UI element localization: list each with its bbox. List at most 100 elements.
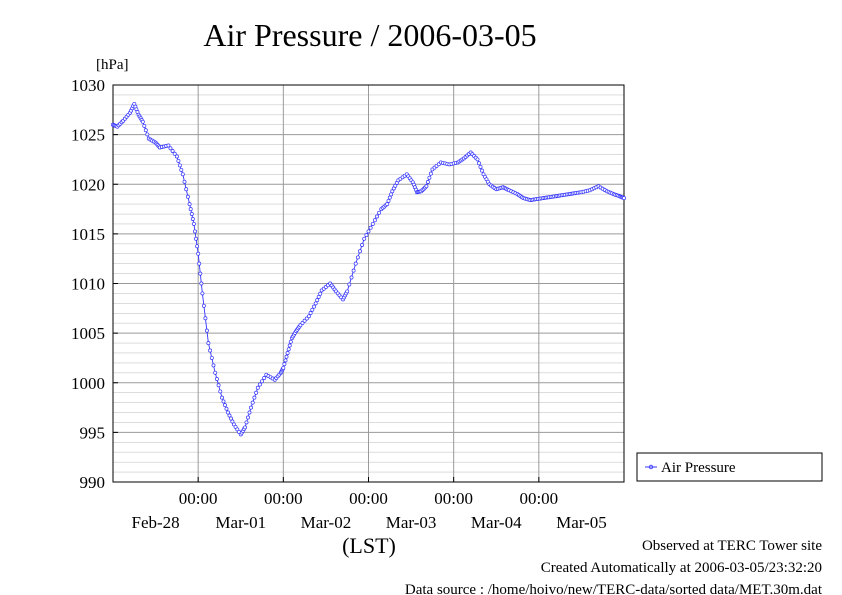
data-point xyxy=(312,304,316,309)
data-point xyxy=(249,405,253,410)
data-point xyxy=(243,425,247,430)
data-point xyxy=(185,194,190,199)
data-point xyxy=(213,370,218,375)
data-point xyxy=(216,383,221,388)
data-point xyxy=(281,365,286,370)
data-point xyxy=(377,210,382,215)
data-point xyxy=(208,348,213,353)
data-point xyxy=(218,389,223,394)
data-point xyxy=(368,225,373,230)
grid-layer xyxy=(113,85,624,482)
data-point xyxy=(262,376,267,380)
data-point xyxy=(199,281,204,286)
x-day-label: Mar-02 xyxy=(301,513,352,532)
data-point xyxy=(386,198,391,203)
data-point xyxy=(220,395,224,400)
data-point xyxy=(191,221,196,226)
data-point xyxy=(284,354,289,359)
data-point xyxy=(347,282,352,287)
x-tick-time-label: 00:00 xyxy=(434,489,473,508)
data-point xyxy=(197,261,202,266)
data-point xyxy=(203,316,208,321)
data-point xyxy=(174,154,179,159)
data-point xyxy=(247,410,252,415)
chart-title: Air Pressure / 2006-03-05 xyxy=(203,17,536,53)
data-point xyxy=(226,410,230,415)
data-point xyxy=(188,207,193,212)
data-point xyxy=(310,307,315,312)
data-point xyxy=(176,158,181,163)
legend: Air Pressure xyxy=(636,452,823,482)
data-point xyxy=(308,311,313,315)
data-point xyxy=(140,119,145,124)
data-point xyxy=(255,385,260,390)
data-point xyxy=(389,192,394,197)
x-day-label: Feb-28 xyxy=(131,513,179,532)
data-point xyxy=(180,172,185,177)
y-tick-label: 1010 xyxy=(71,275,105,294)
data-point xyxy=(372,218,377,223)
data-point xyxy=(362,236,367,241)
data-point xyxy=(193,229,197,234)
data-point xyxy=(364,233,369,238)
data-point xyxy=(477,161,481,166)
data-point xyxy=(172,151,177,156)
data-point xyxy=(375,214,379,219)
data-point xyxy=(250,400,255,405)
data-source-note: Data source : /home/hoivo/new/TERC-data/… xyxy=(405,582,823,595)
data-point xyxy=(425,180,430,184)
data-point xyxy=(198,271,203,276)
data-point xyxy=(168,146,173,151)
data-point xyxy=(229,416,233,421)
data-point xyxy=(201,303,206,308)
data-point xyxy=(428,171,433,176)
data-point xyxy=(285,351,290,355)
data-point xyxy=(475,157,480,162)
data-point xyxy=(260,379,264,384)
data-point xyxy=(223,403,227,408)
data-point xyxy=(318,291,323,296)
data-point xyxy=(282,362,287,367)
x-tick-time-label: 00:00 xyxy=(519,489,558,508)
data-point xyxy=(345,289,350,294)
data-point xyxy=(246,415,250,420)
y-tick-labels: 990 995 1000 1005 1010 1015 1020 1025 1030 xyxy=(71,76,118,492)
x-day-label: Mar-01 xyxy=(215,513,266,532)
data-point xyxy=(385,202,390,207)
data-point xyxy=(355,255,360,260)
data-point xyxy=(177,163,182,168)
data-point xyxy=(313,301,318,306)
legend-marker-swatch xyxy=(648,464,654,470)
x-day-label: Mar-04 xyxy=(471,513,522,532)
data-point xyxy=(194,236,198,241)
x-axis-label: (LST) xyxy=(342,533,396,558)
data-point xyxy=(196,251,201,256)
data-point xyxy=(142,123,147,128)
data-point xyxy=(257,382,262,387)
data-point xyxy=(287,343,292,348)
data-point xyxy=(424,184,429,189)
data-point xyxy=(366,229,371,234)
data-point xyxy=(211,363,216,368)
data-point xyxy=(315,298,320,303)
y-tick-label: 1015 xyxy=(71,225,105,244)
data-point xyxy=(306,314,311,319)
legend-box xyxy=(636,452,823,482)
y-tick-label: 995 xyxy=(80,423,106,442)
data-point xyxy=(230,419,235,424)
data-point xyxy=(254,390,259,395)
data-point xyxy=(622,196,626,201)
data-point xyxy=(302,318,307,323)
y-axis-unit: [hPa] xyxy=(96,57,129,73)
data-point xyxy=(214,377,219,381)
y-tick-label: 1005 xyxy=(71,324,105,343)
data-point xyxy=(349,275,354,280)
data-point xyxy=(179,167,184,172)
data-point xyxy=(206,341,211,346)
data-point xyxy=(351,268,356,273)
data-point xyxy=(244,420,249,425)
observed-note: Observed at TERC Tower site xyxy=(642,538,822,554)
data-point xyxy=(316,294,321,299)
